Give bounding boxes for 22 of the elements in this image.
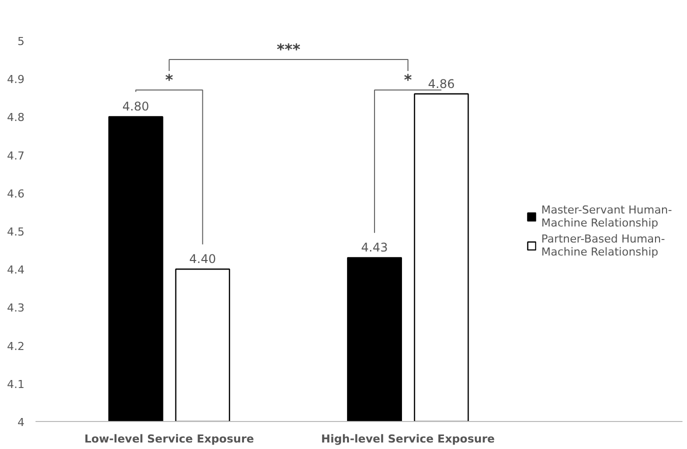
y-tick-label: 4.2 [7, 340, 25, 353]
y-tick-label: 4.9 [7, 73, 25, 86]
y-tick-label: 4.8 [7, 111, 25, 124]
x-tick-label: High-level Service Exposure [321, 432, 495, 446]
annotation: * [404, 71, 412, 90]
annotation: * [165, 71, 174, 90]
data-label: 4.80 [122, 100, 150, 114]
y-tick-label: 4.6 [7, 187, 25, 200]
x-tick-label: Low-level Service Exposure [84, 432, 254, 446]
y-tick-label: 4.7 [7, 149, 25, 162]
y-tick-label: 4.4 [7, 264, 25, 277]
data-label: 4.43 [361, 240, 388, 255]
y-tick-label: 5 [18, 35, 24, 48]
y-tick-label: 4.3 [7, 302, 25, 315]
y-tick-label: 4 [18, 416, 24, 429]
data-label: 4.40 [189, 252, 216, 266]
y-tick-label: 4.5 [7, 226, 25, 238]
legend-label: Master-Servant Human-Machine Relationship [541, 203, 672, 229]
legend-label: Partner-Based Human-Machine Relationship [541, 232, 665, 258]
annotation: *** [276, 40, 300, 59]
data-label: 4.86 [428, 76, 455, 91]
y-tick-label: 4.1 [7, 378, 25, 391]
